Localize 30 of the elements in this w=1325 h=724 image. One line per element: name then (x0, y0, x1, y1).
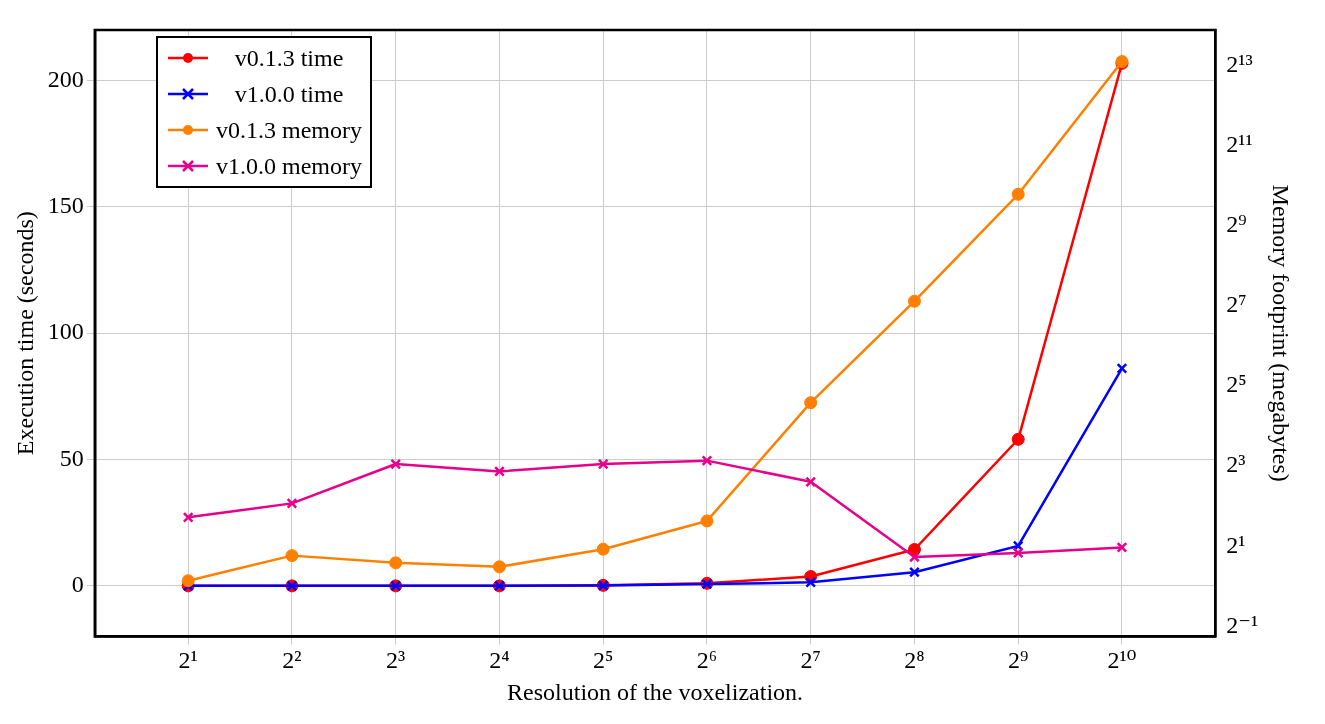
y-tick-label: 50 (59, 444, 84, 471)
x-tick-label: 2⁵ (593, 647, 614, 674)
x-tick-label: 2⁶ (696, 647, 718, 674)
y2-tick-label: 2¹¹ (1226, 131, 1253, 158)
y2-tick-label: 2¹ (1226, 531, 1246, 558)
x-tick-label: 2³ (386, 647, 406, 674)
y2-tick-label: 2⁻¹ (1226, 611, 1259, 638)
x-tick-label: 2² (282, 647, 302, 674)
legend-label: v0.1.3 memory (216, 116, 362, 145)
x-tick-label: 2⁴ (489, 647, 510, 674)
y2-tick-label: 2⁵ (1226, 371, 1247, 398)
y2-tick-label: 2⁷ (1226, 291, 1247, 318)
y-axis-title: Execution time (seconds) (11, 211, 38, 456)
y2-tick-label: 2⁹ (1226, 211, 1247, 238)
x-axis-title: Resolution of the voxelization. (507, 678, 804, 705)
x-tick-label: 2¹⁰ (1107, 647, 1137, 674)
legend-label: v0.1.3 time (233, 44, 345, 73)
y2-axis-title: Memory footprint (megabytes) (1268, 184, 1295, 482)
x-tick-label: 2¹ (178, 647, 198, 674)
y-tick-label: 150 (47, 192, 84, 219)
legend-label: v1.0.0 memory (216, 152, 362, 181)
legend-label: v1.0.0 time (233, 80, 345, 109)
y-tick-label: 100 (47, 318, 84, 345)
y2-tick-label: 2³ (1226, 451, 1246, 478)
y-tick-label: 0 (71, 571, 84, 598)
x-tick-label: 2⁷ (800, 647, 821, 674)
y-tick-label: 200 (47, 65, 84, 92)
x-tick-label: 2⁹ (1008, 647, 1029, 674)
x-tick-label: 2⁸ (904, 647, 925, 674)
y2-tick-label: 2¹³ (1226, 51, 1253, 78)
